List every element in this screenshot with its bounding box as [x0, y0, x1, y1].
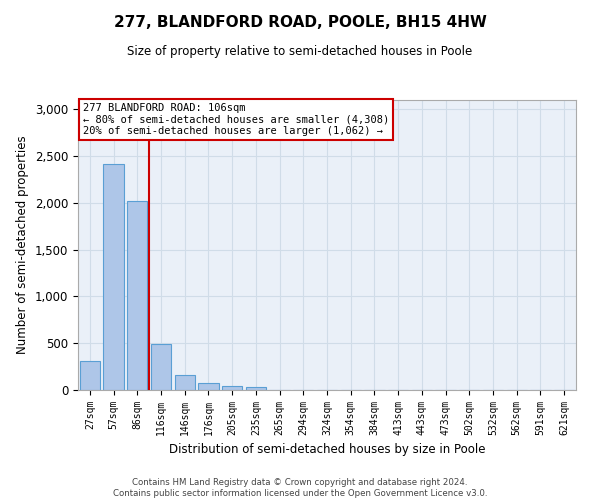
Bar [246, 387, 266, 390]
X-axis label: Distribution of semi-detached houses by size in Poole: Distribution of semi-detached houses by … [169, 444, 485, 456]
Bar [222, 386, 242, 390]
Text: 277, BLANDFORD ROAD, POOLE, BH15 4HW: 277, BLANDFORD ROAD, POOLE, BH15 4HW [113, 15, 487, 30]
Bar [80, 361, 100, 390]
Y-axis label: Number of semi-detached properties: Number of semi-detached properties [16, 136, 29, 354]
Bar [199, 384, 218, 390]
Bar [175, 375, 195, 390]
Bar [127, 201, 148, 390]
Text: 277 BLANDFORD ROAD: 106sqm
← 80% of semi-detached houses are smaller (4,308)
20%: 277 BLANDFORD ROAD: 106sqm ← 80% of semi… [83, 103, 389, 136]
Bar [151, 344, 171, 390]
Text: Size of property relative to semi-detached houses in Poole: Size of property relative to semi-detach… [127, 45, 473, 58]
Text: Contains HM Land Registry data © Crown copyright and database right 2024.
Contai: Contains HM Land Registry data © Crown c… [113, 478, 487, 498]
Bar [103, 164, 124, 390]
